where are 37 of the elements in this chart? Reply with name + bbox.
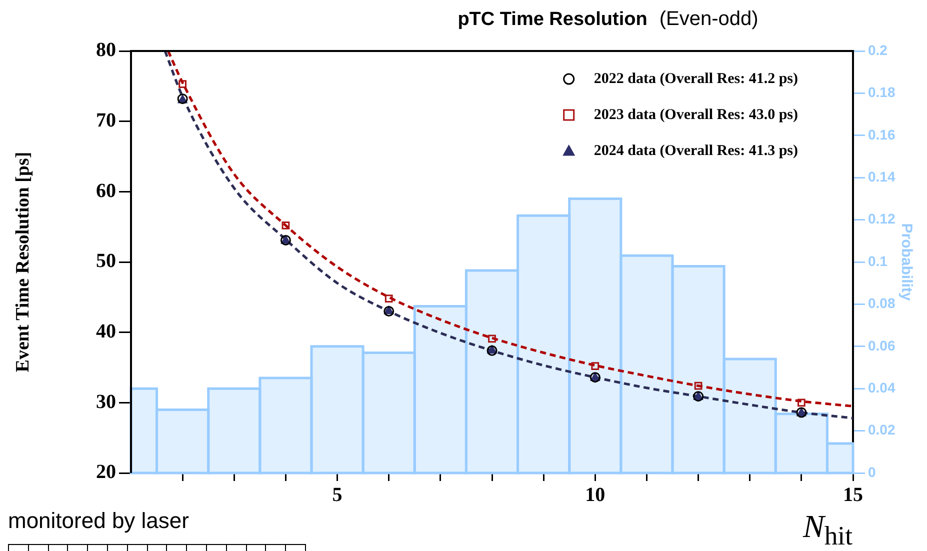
- point: [178, 80, 187, 88]
- y-tick-label: 70: [96, 110, 116, 132]
- chart-subtitle: (Even-odd): [659, 8, 758, 30]
- y-tick-label: 80: [96, 39, 116, 62]
- y-axis-title: Event Time Resolution [ps]: [12, 152, 34, 372]
- y2-tick-label: 0.12: [868, 210, 896, 227]
- point: [282, 221, 290, 230]
- y-tick-label: 60: [96, 180, 116, 202]
- y-tick-label: 30: [96, 390, 116, 413]
- legend-label: 2022 data (Overall Res: 41.2 ps): [594, 70, 798, 87]
- x-tick-label: 5: [332, 484, 342, 506]
- y2-axis-title: Probability: [898, 223, 915, 302]
- x-tick-label: 10: [585, 484, 606, 506]
- point: [384, 294, 393, 303]
- y2-tick-label: 0.16: [868, 126, 896, 142]
- point: [488, 334, 496, 343]
- y2-tick-label: 0.08: [868, 295, 896, 312]
- legend-label: 2023 data (Overall Res: 43.0 ps): [594, 106, 798, 123]
- y2-tick-label: 0.04: [868, 379, 896, 396]
- chart-title: pTC Time Resolution: [458, 9, 648, 30]
- y2-tick-label: 0: [868, 464, 876, 480]
- y2-tick-label: 0.06: [868, 337, 896, 354]
- y2-tick-label: 0.02: [868, 422, 896, 438]
- y2-tick-label: 0.14: [868, 168, 896, 184]
- point: [591, 362, 600, 370]
- point: [797, 398, 806, 407]
- legend-label: 2024 data (Overall Res: 41.3 ps): [594, 142, 798, 159]
- y2-tick-label: 0.18: [868, 84, 896, 100]
- text: monitored by laser: [8, 508, 189, 534]
- y-tick-label: 40: [96, 320, 116, 343]
- point: [694, 382, 702, 390]
- y2-tick-label: 0.2: [868, 42, 888, 58]
- x-tick-label: 15: [843, 484, 863, 506]
- y-tick-label: 50: [96, 250, 116, 272]
- y2-tick-label: 0.1: [868, 252, 888, 269]
- x-axis-title: N$_{hit}$: [803, 508, 852, 550]
- y-tick-label: 20: [96, 461, 116, 484]
